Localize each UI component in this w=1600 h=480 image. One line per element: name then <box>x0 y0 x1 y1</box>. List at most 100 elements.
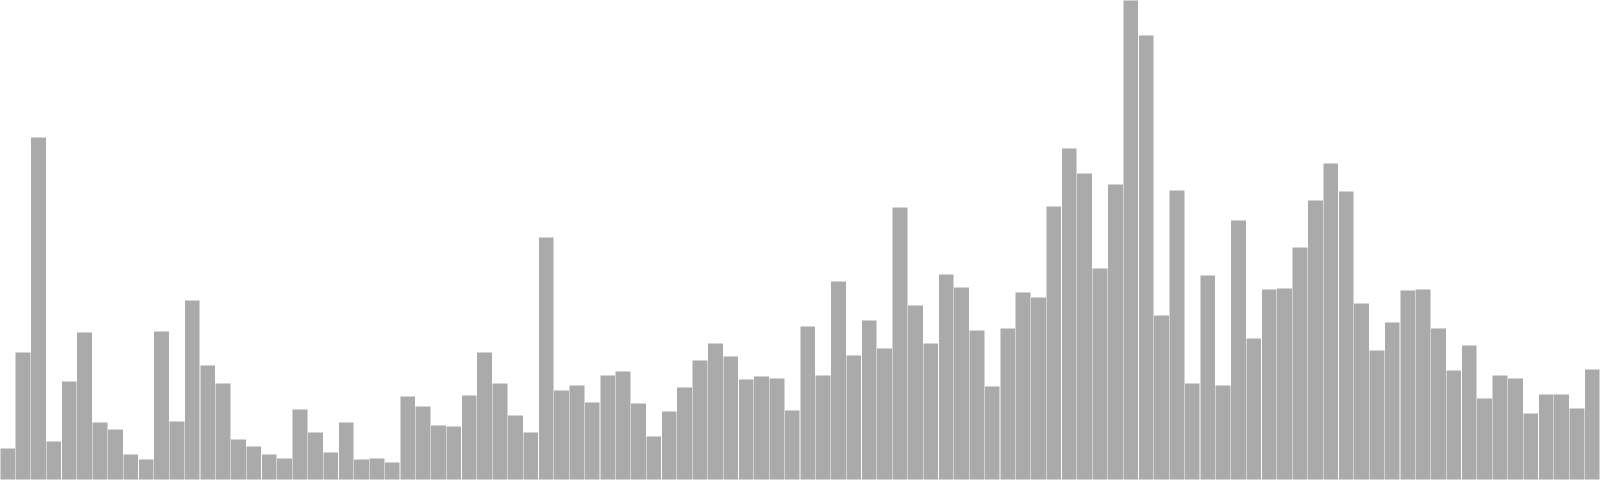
bar-27 <box>399 395 416 480</box>
bar-12 <box>168 420 185 480</box>
bar-25 <box>368 457 385 480</box>
bar-94 <box>1430 327 1447 480</box>
bar-98 <box>1492 374 1508 480</box>
bar-46 <box>692 359 708 480</box>
bar-100 <box>1522 412 1539 480</box>
bar-10 <box>138 458 155 480</box>
bar-43 <box>645 435 662 480</box>
bar-101 <box>1538 393 1555 480</box>
bar-104 <box>1584 368 1600 480</box>
bar-69 <box>1045 205 1062 480</box>
bar-92 <box>1399 289 1416 480</box>
bar-64 <box>968 329 985 480</box>
bar-74 <box>1122 0 1139 480</box>
bar-31 <box>461 394 478 480</box>
bar-66 <box>999 327 1016 480</box>
bar-33 <box>492 382 508 480</box>
bar-54 <box>815 374 832 480</box>
bar-47 <box>707 342 724 480</box>
bar-44 <box>661 410 678 480</box>
bar-22 <box>322 451 339 480</box>
bar-52 <box>784 409 801 480</box>
bar-59 <box>892 206 908 480</box>
bar-13 <box>184 299 201 480</box>
bar-19 <box>276 457 293 480</box>
bar-65 <box>984 385 1001 480</box>
bar-11 <box>153 330 170 480</box>
bar-2 <box>15 351 32 480</box>
bar-21 <box>307 431 324 480</box>
bar-96 <box>1461 344 1478 480</box>
bar-99 <box>1507 377 1524 480</box>
bar-76 <box>1153 314 1170 480</box>
bar-87 <box>1322 162 1339 480</box>
bar-97 <box>1476 397 1493 480</box>
bar-78 <box>1184 382 1201 480</box>
bar-23 <box>338 421 355 480</box>
bar-4 <box>45 440 62 480</box>
bar-45 <box>676 386 693 480</box>
bar-75 <box>1138 34 1155 480</box>
bar-51 <box>768 377 785 480</box>
bar-18 <box>261 453 278 480</box>
bar-9 <box>122 453 139 480</box>
bar-57 <box>861 319 878 480</box>
bar-95 <box>1445 369 1462 480</box>
bar-67 <box>1015 291 1032 480</box>
bar-93 <box>1415 288 1432 480</box>
bar-102 <box>1553 393 1570 480</box>
bar-5 <box>61 380 78 480</box>
bar-53 <box>799 325 816 480</box>
bar-37 <box>553 389 570 480</box>
bar-60 <box>907 304 924 480</box>
bar-6 <box>76 331 93 480</box>
bar-61 <box>922 342 939 480</box>
bar-58 <box>876 347 893 480</box>
bar-68 <box>1030 296 1047 480</box>
bar-35 <box>522 431 539 480</box>
bar-82 <box>1245 337 1262 480</box>
bar-77 <box>1168 189 1185 480</box>
bar-56 <box>845 354 862 480</box>
bar-29 <box>430 424 447 480</box>
bar-17 <box>245 445 262 480</box>
bar-62 <box>938 273 955 480</box>
bar-38 <box>568 384 585 480</box>
bar-28 <box>415 405 432 480</box>
bar-8 <box>107 428 124 480</box>
bar-16 <box>230 438 247 480</box>
bar-15 <box>215 382 232 480</box>
bar-71 <box>1076 172 1093 480</box>
bar-79 <box>1199 274 1216 480</box>
bar-88 <box>1338 190 1355 480</box>
bar-34 <box>507 414 524 480</box>
bar-84 <box>1276 287 1293 480</box>
bar-49 <box>738 378 755 480</box>
bar-83 <box>1261 288 1278 480</box>
bar-89 <box>1353 302 1370 480</box>
bar-39 <box>584 401 601 480</box>
bar-7 <box>92 421 108 480</box>
bar-20 <box>292 408 308 480</box>
bar-1 <box>0 447 16 480</box>
bar-80 <box>1215 384 1232 480</box>
bar-81 <box>1230 219 1247 480</box>
bar-41 <box>615 370 632 480</box>
bar-48 <box>722 355 739 480</box>
bar-85 <box>1292 246 1308 480</box>
bar-14 <box>199 364 216 480</box>
bar-50 <box>753 375 770 480</box>
bar-32 <box>476 351 493 480</box>
bar-26 <box>384 461 401 480</box>
bar-72 <box>1092 267 1108 480</box>
bar-30 <box>445 425 462 480</box>
bar-42 <box>630 402 647 480</box>
bar-90 <box>1368 349 1385 480</box>
bar-70 <box>1061 147 1078 480</box>
bar-55 <box>830 280 847 480</box>
bar-103 <box>1568 407 1585 480</box>
bar-36 <box>538 236 555 480</box>
bar-86 <box>1307 199 1324 480</box>
bar-3 <box>30 136 47 480</box>
